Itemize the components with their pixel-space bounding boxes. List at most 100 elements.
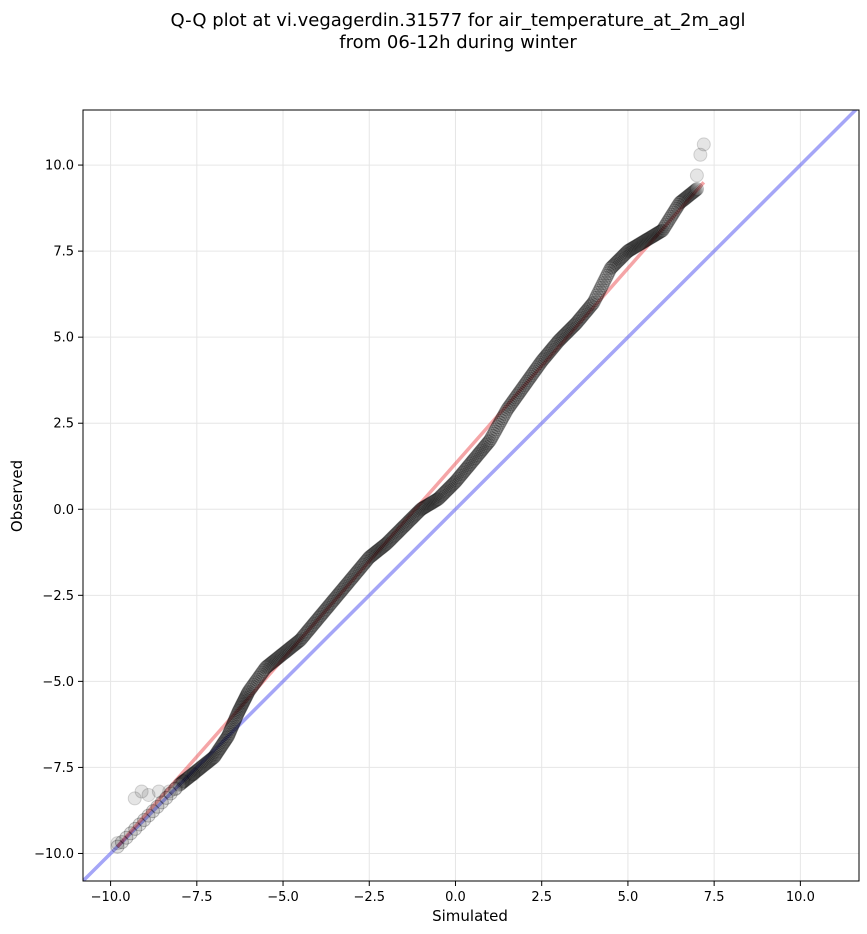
quantile-point <box>192 761 207 776</box>
tail-point <box>151 784 166 799</box>
quantile-point <box>212 741 227 756</box>
quantile-point <box>657 219 672 234</box>
quantile-point <box>245 679 260 694</box>
quantile-point <box>646 228 661 243</box>
quantile-point <box>300 624 315 639</box>
quantile-point <box>346 569 361 584</box>
quantile-point <box>650 226 665 241</box>
quantile-point <box>119 830 134 845</box>
quantile-point <box>282 641 297 656</box>
quantile-point <box>507 392 522 407</box>
quantile-point <box>230 707 245 722</box>
quantile-point <box>582 300 597 315</box>
quantile-point <box>481 434 496 449</box>
quantile-point <box>301 622 316 637</box>
quantile-point <box>263 656 278 671</box>
quantile-point <box>522 371 537 386</box>
quantile-point <box>443 479 458 494</box>
quantile-point <box>145 804 160 819</box>
quantile-point <box>407 508 422 523</box>
quantile-point <box>528 362 543 377</box>
quantile-point <box>593 280 608 295</box>
quantile-point <box>128 821 143 836</box>
quantile-point <box>269 651 284 666</box>
quantile-point <box>348 566 363 581</box>
quantile-point <box>202 754 217 769</box>
quantile-point <box>482 433 497 448</box>
x-tick-label: −5.0 <box>267 890 299 905</box>
quantile-point <box>365 547 380 562</box>
quantile-point <box>193 760 208 775</box>
quantile-point <box>564 321 579 336</box>
quantile-point <box>195 758 210 773</box>
quantile-point <box>267 653 282 668</box>
quantile-point <box>367 546 382 561</box>
quantile-point <box>310 612 325 627</box>
quantile-point <box>395 520 410 535</box>
quantile-point <box>619 245 634 260</box>
quantile-point <box>177 773 192 788</box>
quantile-point <box>210 745 225 760</box>
quantile-point <box>374 540 389 555</box>
quantile-point <box>613 251 628 266</box>
quantile-point <box>364 548 379 563</box>
quantile-point <box>527 364 542 379</box>
quantile-point <box>666 205 681 220</box>
quantile-point <box>413 502 428 517</box>
quantile-point <box>241 684 256 699</box>
y-tick-label: 2.5 <box>53 417 74 432</box>
x-tick-label: 5.0 <box>618 890 639 905</box>
quantile-point <box>671 197 686 212</box>
quantile-point <box>422 497 437 512</box>
quantile-point <box>228 712 243 727</box>
quantile-point <box>194 759 209 774</box>
quantile-point <box>485 429 500 444</box>
quantile-point <box>689 182 704 197</box>
quantile-point <box>478 439 493 454</box>
quantile-point <box>534 354 549 369</box>
quantile-point <box>412 503 427 518</box>
quantile-point <box>289 636 304 651</box>
quantile-point <box>539 348 554 363</box>
quantile-point <box>266 654 281 669</box>
quantile-point <box>247 676 262 691</box>
quantile-point <box>656 221 671 236</box>
y-tick-label: −10.0 <box>34 847 74 862</box>
quantile-point <box>587 293 602 308</box>
y-axis-label: Observed <box>8 460 26 532</box>
quantile-point <box>406 509 421 524</box>
quantile-point <box>544 342 559 357</box>
x-tick-label: −2.5 <box>353 890 385 905</box>
quantile-point <box>123 826 138 841</box>
quantile-point <box>393 523 408 538</box>
quantile-point <box>362 550 377 565</box>
quantile-point <box>390 525 405 540</box>
quantile-point <box>356 557 371 572</box>
quantile-point <box>315 606 330 621</box>
quantile-point <box>283 640 298 655</box>
quantile-point <box>271 650 286 665</box>
quantile-point <box>256 664 271 679</box>
quantile-point <box>549 336 564 351</box>
quantile-point <box>567 317 582 332</box>
y-tick-label: 7.5 <box>53 245 74 260</box>
tail-point <box>134 784 149 799</box>
quantile-point <box>628 239 643 254</box>
data-layer <box>83 110 859 881</box>
quantile-point <box>287 637 302 652</box>
quantile-point <box>503 397 518 412</box>
quantile-point <box>588 290 603 305</box>
quantile-point <box>359 553 374 568</box>
quantile-point <box>416 500 431 515</box>
quantile-point <box>675 193 690 208</box>
quantile-point <box>510 388 525 403</box>
quantile-point <box>453 468 468 483</box>
quantile-point <box>232 702 247 717</box>
quantile-point <box>521 373 536 388</box>
quantile-point <box>351 563 366 578</box>
quantile-point <box>218 732 233 747</box>
quantile-point <box>219 730 234 745</box>
ticks: −10.0 −7.5 −5.0 −2.5 0.0 2.5 5.0 7.5 10.0 −10.0 −7… <box>34 159 815 905</box>
quantile-point <box>197 757 212 772</box>
quantile-point <box>672 195 687 210</box>
